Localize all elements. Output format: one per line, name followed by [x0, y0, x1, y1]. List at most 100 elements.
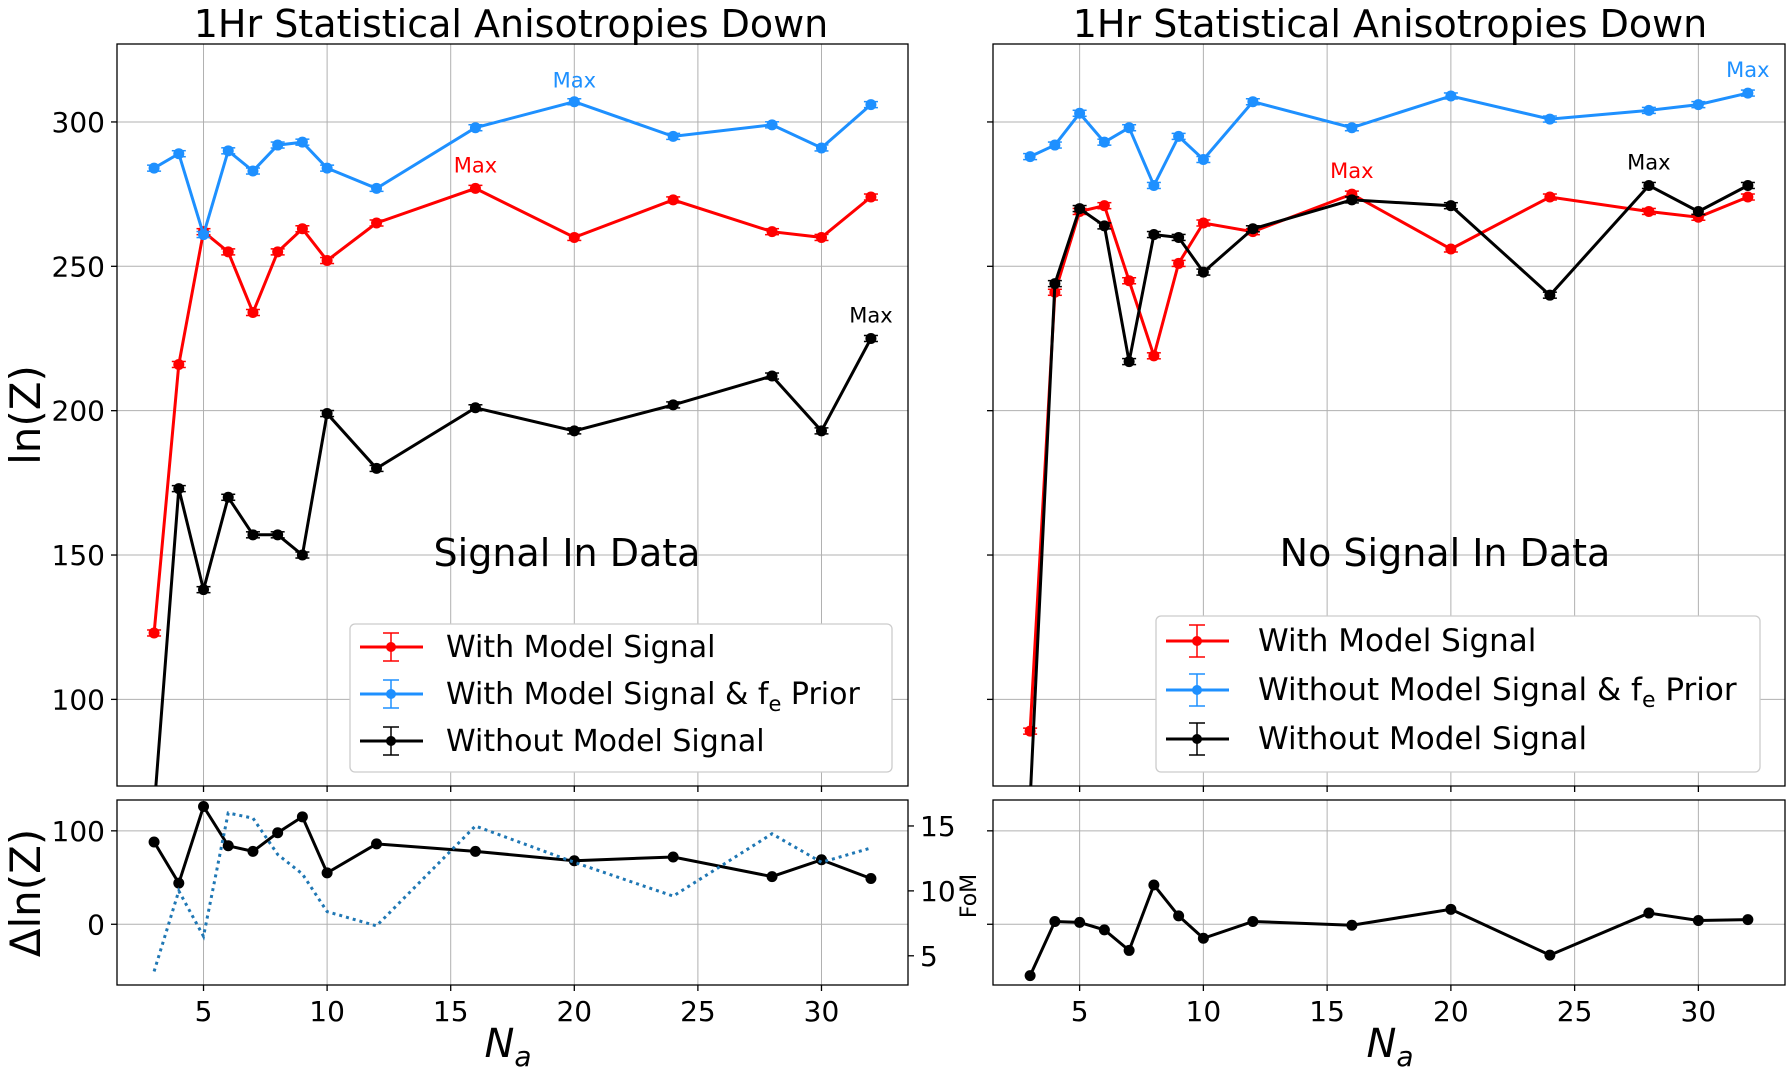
series-line: [152, 811, 872, 972]
data-point: [1197, 932, 1209, 944]
data-point: [296, 136, 308, 148]
data-point: [1173, 257, 1185, 269]
data-point: [1742, 191, 1754, 203]
data-point: [568, 425, 580, 437]
x-tick-label: 20: [1433, 995, 1469, 1028]
left-panel-title: 1Hr Statistical Anisotropies Down: [194, 2, 829, 46]
legend-right: With Model Signal Without Model Signal &…: [1155, 615, 1761, 773]
panel-left-top: 100 150 200 250 300 Max Max Max: [52, 43, 909, 792]
data-point: [173, 358, 185, 370]
legend-marker-without-model-signal: [360, 726, 423, 756]
data-point: [1346, 919, 1358, 931]
data-point: [321, 867, 333, 879]
data-point: [815, 142, 827, 154]
data-point: [1742, 914, 1754, 926]
y-axis-label-lnz: ln(Z): [1, 365, 50, 465]
data-point: [371, 217, 383, 229]
data-point: [1024, 151, 1036, 163]
data-point: [1049, 278, 1061, 290]
data-point: [815, 854, 827, 866]
data-point: [247, 307, 259, 319]
legend-label-without-model-signal: Without Model Signal: [446, 724, 765, 759]
data-point: [296, 811, 308, 823]
y-tick-label: 200: [52, 395, 105, 428]
plot-area: [147, 96, 878, 786]
data-point: [1445, 903, 1457, 915]
data-point: [371, 462, 383, 474]
data-point: [469, 122, 481, 134]
data-point: [766, 871, 778, 883]
x-tick-label: 10: [309, 995, 345, 1028]
data-point: [1692, 915, 1704, 927]
data-point: [1197, 266, 1209, 278]
data-point: [222, 840, 234, 852]
data-point: [296, 549, 308, 561]
y-right-tick-label: 5: [920, 940, 938, 973]
data-point: [198, 584, 210, 596]
x-axis-label-right: Na: [1366, 1021, 1413, 1072]
plot-area: [1023, 87, 1755, 786]
right-panel-title: 1Hr Statistical Anisotropies Down: [1073, 2, 1708, 46]
legend-label-without-model-signal: Without Model Signal: [1258, 721, 1587, 757]
data-point: [1123, 356, 1135, 368]
annotation-signal-in-data: Signal In Data: [434, 531, 701, 575]
data-point: [198, 801, 210, 813]
data-point: [1049, 915, 1061, 927]
series-line: [1028, 882, 1748, 977]
legend-label-without-prior: Without Model Signal & fe Prior: [1258, 672, 1737, 713]
data-point: [1643, 205, 1655, 217]
data-point: [1049, 139, 1061, 151]
data-point: [1544, 289, 1556, 301]
data-point: [1742, 179, 1754, 191]
axes-frame: [992, 799, 1786, 986]
max-label: Max: [454, 153, 497, 177]
series-line: [152, 802, 872, 887]
data-point: [1148, 350, 1160, 362]
data-point: [1346, 194, 1358, 206]
data-point: [247, 845, 259, 857]
legend-box: [1155, 615, 1761, 773]
x-tick-label: 5: [195, 995, 213, 1028]
data-point: [1148, 879, 1160, 891]
axes-frame: [116, 799, 909, 986]
data-point: [1643, 179, 1655, 191]
data-point: [371, 182, 383, 194]
data-point: [667, 194, 679, 206]
data-point: [1148, 229, 1160, 241]
data-point: [766, 226, 778, 238]
data-point: [173, 483, 185, 495]
x-tick-label: 25: [1557, 995, 1593, 1028]
y-right-tick-label: 10: [920, 875, 956, 908]
data-point: [272, 529, 284, 541]
y-tick-label: 250: [52, 250, 105, 283]
data-point: [321, 255, 333, 267]
data-point: [1123, 275, 1135, 287]
max-label: Max: [849, 303, 892, 327]
data-point: [1197, 217, 1209, 229]
data-point: [148, 627, 160, 639]
axes-frame: [992, 43, 1786, 787]
data-point: [1445, 200, 1457, 212]
data-point: [1173, 130, 1185, 142]
data-point: [1074, 203, 1086, 215]
y-tick-label: 300: [52, 106, 105, 139]
data-point: [766, 119, 778, 131]
data-point: [1445, 90, 1457, 102]
axes-frame: [116, 43, 909, 787]
x-tick-label: 5: [1071, 995, 1089, 1028]
legend-marker-with-model-signal: [360, 632, 423, 662]
plot-area: [148, 801, 877, 972]
data-point: [1247, 223, 1259, 235]
data-point: [222, 491, 234, 503]
panel-left-bottom: 5 10 15 20 25 30 0 100 5 10 15: [52, 799, 956, 1028]
legend-marker-without-model-signal: [1166, 722, 1229, 756]
data-point: [1346, 122, 1358, 134]
data-point: [469, 182, 481, 194]
data-point: [568, 96, 580, 108]
legend-left: With Model Signal With Model Signal & fe…: [349, 623, 893, 773]
data-point: [321, 408, 333, 420]
legend-box: [349, 623, 893, 773]
data-point: [198, 229, 210, 241]
data-point: [469, 402, 481, 414]
